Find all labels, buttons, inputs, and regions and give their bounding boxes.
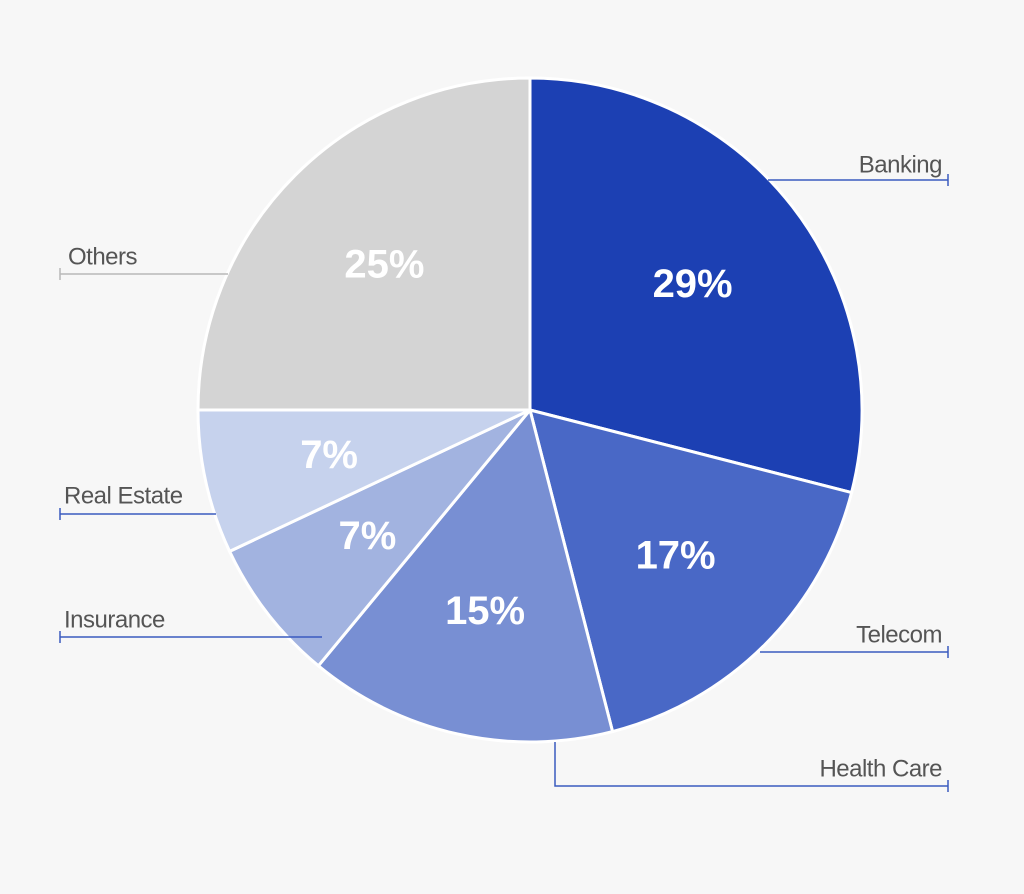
pie-slices	[196, 76, 864, 744]
category-label-real-estate: Real Estate	[64, 483, 183, 510]
slice-telecom	[527, 407, 854, 734]
category-label-banking: Banking	[859, 152, 942, 179]
slice-health-care	[316, 406, 615, 744]
category-label-others: Others	[68, 244, 138, 271]
category-labels: Banking Telecom Health Care Insurance Real E…	[64, 152, 943, 783]
slice-others	[196, 76, 532, 412]
category-label-telecom: Telecom	[856, 622, 942, 649]
category-label-health-care: Health Care	[819, 756, 942, 783]
percent-label-real-estate: 7%	[300, 433, 358, 477]
leader-lines	[59, 174, 949, 792]
percent-label-banking: 29%	[653, 262, 733, 306]
percent-label-insurance: 7%	[338, 514, 396, 558]
leader-line-health-care	[554, 742, 948, 787]
slice-banking	[528, 76, 864, 495]
percent-label-telecom: 17%	[636, 534, 716, 578]
percent-label-others: 25%	[344, 242, 424, 286]
percent-label-health-care: 15%	[445, 589, 525, 633]
slice-insurance	[227, 408, 532, 668]
slice-real-estate	[196, 408, 531, 554]
percent-labels: 29% 17% 15% 7% 7% 25%	[300, 242, 732, 633]
category-label-insurance: Insurance	[64, 607, 165, 634]
